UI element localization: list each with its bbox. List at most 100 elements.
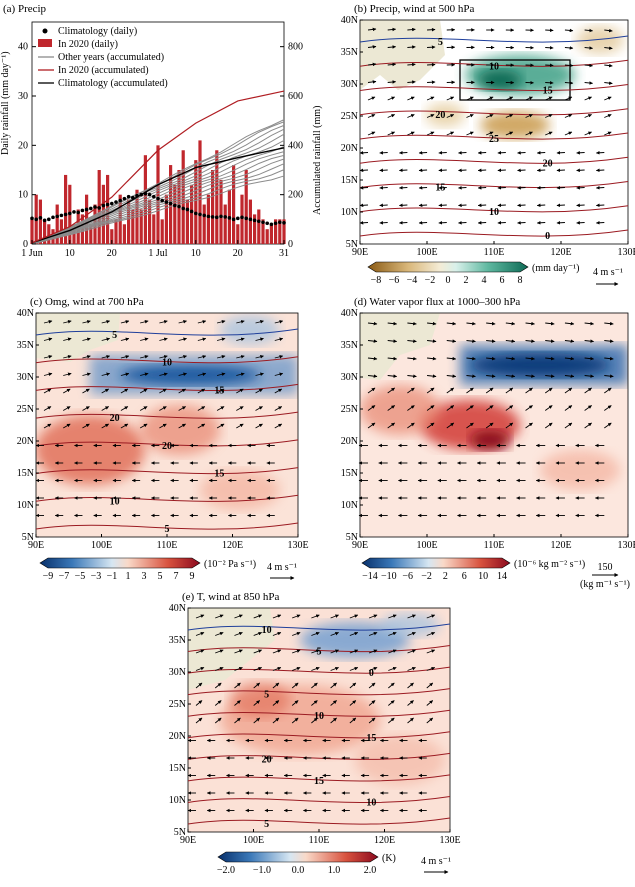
daily-bar — [114, 219, 117, 244]
colorbar-tick-label: −2 — [425, 275, 436, 286]
colorbar-tick-label: 5 — [158, 571, 163, 582]
wind-arrow — [458, 153, 466, 154]
wind-arrow — [557, 205, 565, 206]
wind-arrow — [518, 223, 526, 224]
lon-tick-label: 110E — [157, 540, 178, 551]
daily-bar — [173, 185, 176, 244]
panel-e-title: (e) T, wind at 850 hPa — [182, 591, 279, 603]
right-tick-label: 800 — [288, 42, 303, 53]
climatology-dot — [181, 207, 185, 211]
wind-arrow — [380, 188, 388, 189]
lon-tick-label: 130E — [617, 540, 635, 551]
colorbar-unit: (K) — [382, 853, 396, 864]
x-tick-label: 1 Jul — [148, 248, 167, 259]
climatology-dot — [72, 210, 76, 214]
daily-bar — [47, 224, 50, 244]
daily-bar — [140, 209, 143, 244]
climatology-dot — [89, 207, 93, 211]
wind-arrow — [360, 223, 368, 224]
wind-arrow — [596, 153, 604, 154]
lat-tick-label: 5N — [346, 532, 358, 543]
wind-arrow — [427, 82, 435, 83]
colorbar-unit: (mm day⁻¹) — [532, 263, 579, 274]
panel-c-title: (c) Omg, wind at 700 hPa — [30, 296, 144, 308]
contour-label: 5 — [438, 37, 443, 48]
climatology-dot — [223, 215, 227, 219]
climatology-dot — [270, 222, 274, 226]
wind-ref-label: 4 m s⁻¹ — [421, 856, 451, 867]
wind-arrow — [557, 223, 565, 224]
colorbar-unit: (10⁻⁶ kg m⁻² s⁻¹) — [514, 559, 585, 570]
colorbar-tick-label: −8 — [371, 275, 382, 286]
wind-arrow — [545, 83, 553, 84]
climatology-dot — [85, 208, 89, 212]
wind-arrow — [399, 153, 407, 154]
wind-arrow — [596, 170, 604, 171]
wind-arrow — [478, 153, 486, 154]
colorbar-tick-label: −1 — [107, 571, 118, 582]
left-tick-label: 40 — [18, 42, 28, 53]
x-tick-label: 31 — [279, 248, 289, 259]
legend-label: In 2020 (accumulated) — [58, 65, 149, 76]
lat-tick-label: 30N — [17, 372, 34, 383]
lat-tick-label: 40N — [341, 308, 358, 319]
contour-label: 15 — [366, 733, 376, 744]
climatology-dot — [39, 216, 43, 220]
climatology-dot — [135, 194, 139, 198]
contour-label: 15 — [543, 86, 553, 97]
panel-a-ylabel-right: Accumulated rainfall (mm) — [312, 106, 323, 215]
colorbar-tick-label: 2 — [464, 275, 469, 286]
lat-tick-label: 25N — [169, 699, 186, 710]
contour-label: 5 — [264, 690, 269, 701]
contour-label: 10 — [366, 797, 376, 808]
colorbar-bar — [362, 558, 510, 568]
wind-ref-label: 4 m s⁻¹ — [593, 267, 623, 278]
wind-arrow — [360, 205, 368, 206]
lat-tick-label: 40N — [169, 603, 186, 614]
legend-dot — [43, 29, 48, 34]
colorbar-tick-label: 0.0 — [292, 865, 305, 876]
colorbar-tick-label: 0 — [446, 275, 451, 286]
legend-bar — [38, 39, 52, 47]
climatology-dot — [68, 212, 72, 216]
lat-tick-label: 5N — [22, 532, 34, 543]
daily-bar — [270, 224, 273, 244]
wind-arrow — [557, 188, 565, 189]
contour-label: 15 — [214, 469, 224, 480]
colorbar-tick-label: 10 — [478, 571, 488, 582]
climatology-dot — [51, 216, 55, 220]
lat-tick-label: 30N — [341, 79, 358, 90]
climatology-dot — [253, 219, 257, 223]
climatology-dot — [97, 206, 101, 210]
climatology-dot — [177, 205, 181, 209]
climatology-dot — [123, 197, 127, 201]
lat-tick-label: 20N — [169, 731, 186, 742]
wind-arrow — [458, 205, 466, 206]
climatology-dot — [282, 221, 286, 225]
colorbar-tick-label: 2 — [443, 571, 448, 582]
wind-arrow — [498, 188, 506, 189]
lon-tick-label: 130E — [439, 835, 460, 846]
wind-arrow — [458, 170, 466, 171]
wind-arrow — [557, 153, 565, 154]
climatology-dot — [211, 215, 215, 219]
panel-d-title: (d) Water vapor flux at 1000–300 hPa — [354, 296, 520, 308]
climatology-dot — [165, 200, 169, 204]
wind-arrow — [518, 170, 526, 171]
colorbar-tick-label: −9 — [43, 571, 54, 582]
wind-arrow — [537, 205, 545, 206]
wind-arrow — [545, 65, 553, 66]
climatology-dot — [249, 218, 253, 222]
wind-arrow — [380, 153, 388, 154]
lon-tick-label: 100E — [91, 540, 112, 551]
climatology-dot — [236, 217, 240, 221]
colorbar-unit: (10⁻² Pa s⁻¹) — [204, 559, 256, 570]
wind-arrow — [458, 188, 466, 189]
contour-label: 5 — [264, 819, 269, 830]
contour-label: 5 — [112, 330, 117, 341]
colorbar-tick-label: −7 — [59, 571, 70, 582]
